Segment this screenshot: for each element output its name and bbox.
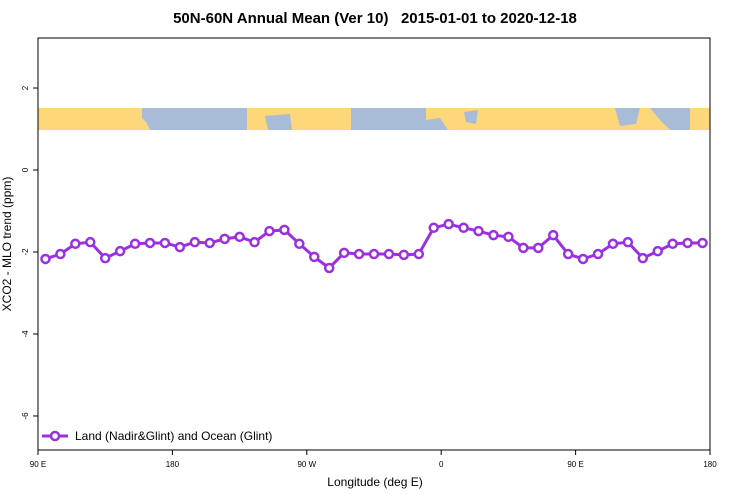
data-point bbox=[607, 238, 619, 250]
ocean bbox=[615, 108, 640, 126]
data-point bbox=[129, 238, 141, 250]
legend-label: Land (Nadir&Glint) and Ocean (Glint) bbox=[75, 429, 272, 443]
data-point bbox=[443, 218, 454, 230]
data-point bbox=[652, 245, 663, 257]
y-tick-label: -4 bbox=[21, 330, 30, 338]
ocean bbox=[351, 108, 448, 130]
map-band bbox=[38, 108, 710, 130]
data-point bbox=[234, 231, 245, 243]
x-tick-label: 0 bbox=[439, 460, 444, 469]
x-tick-label: 180 bbox=[703, 460, 717, 469]
data-point bbox=[428, 222, 439, 234]
x-axis-label: Longitude (deg E) bbox=[327, 475, 422, 489]
legend-marker bbox=[49, 430, 61, 442]
data-point bbox=[458, 222, 469, 234]
data-point bbox=[70, 238, 81, 250]
data-point bbox=[219, 233, 230, 245]
x-tick-label: 90 E bbox=[30, 460, 46, 469]
data-point bbox=[682, 237, 693, 249]
data-point bbox=[338, 247, 350, 259]
data-point bbox=[279, 224, 290, 236]
chart-title: 50N-60N Annual Mean (Ver 10) 2015-01-01 … bbox=[173, 10, 577, 27]
data-point bbox=[114, 245, 126, 257]
data-line bbox=[44, 222, 703, 270]
data-point bbox=[547, 229, 559, 241]
data-point bbox=[174, 241, 186, 253]
data-point bbox=[488, 229, 499, 241]
data-point bbox=[264, 225, 275, 237]
data-point bbox=[577, 253, 589, 265]
data-point bbox=[323, 262, 335, 274]
y-tick-label: 0 bbox=[21, 167, 30, 172]
data-point bbox=[85, 236, 96, 248]
data-point bbox=[562, 248, 574, 260]
data-point bbox=[622, 236, 634, 248]
data-point bbox=[249, 236, 260, 248]
data-point bbox=[55, 248, 66, 260]
data-point bbox=[294, 238, 305, 250]
data-point bbox=[592, 248, 604, 260]
x-tick-label: 180 bbox=[166, 460, 180, 469]
data-point bbox=[353, 248, 365, 260]
data-point bbox=[189, 236, 201, 248]
legend: Land (Nadir&Glint) and Ocean (Glint) bbox=[42, 429, 272, 443]
ocean bbox=[142, 108, 247, 130]
x-tick-label: 90 W bbox=[297, 460, 316, 469]
data-point bbox=[697, 237, 708, 249]
data-point bbox=[637, 252, 649, 264]
plot-frame bbox=[37, 37, 711, 451]
data-point bbox=[533, 242, 544, 254]
y-axis-label: XCO2 - MLO trend (ppm) bbox=[0, 177, 14, 312]
data-point bbox=[398, 249, 410, 261]
x-tick-label: 90 E bbox=[567, 460, 583, 469]
data-point bbox=[309, 251, 320, 263]
ocean bbox=[265, 114, 292, 130]
ocean bbox=[650, 108, 690, 130]
data-point bbox=[144, 237, 156, 249]
data-point bbox=[159, 237, 171, 249]
data-point bbox=[667, 238, 678, 250]
data-point bbox=[383, 248, 395, 260]
data-point bbox=[40, 253, 51, 265]
data-point bbox=[99, 252, 111, 264]
data-point bbox=[413, 248, 425, 260]
ocean bbox=[464, 110, 478, 124]
data-point bbox=[204, 237, 215, 249]
y-tick-label: -6 bbox=[21, 412, 30, 420]
data-point bbox=[473, 225, 484, 237]
data-point bbox=[503, 231, 514, 243]
data-point bbox=[518, 242, 529, 254]
data-point bbox=[368, 248, 380, 260]
y-tick-label: -2 bbox=[21, 248, 30, 256]
y-tick-label: 2 bbox=[21, 85, 30, 90]
